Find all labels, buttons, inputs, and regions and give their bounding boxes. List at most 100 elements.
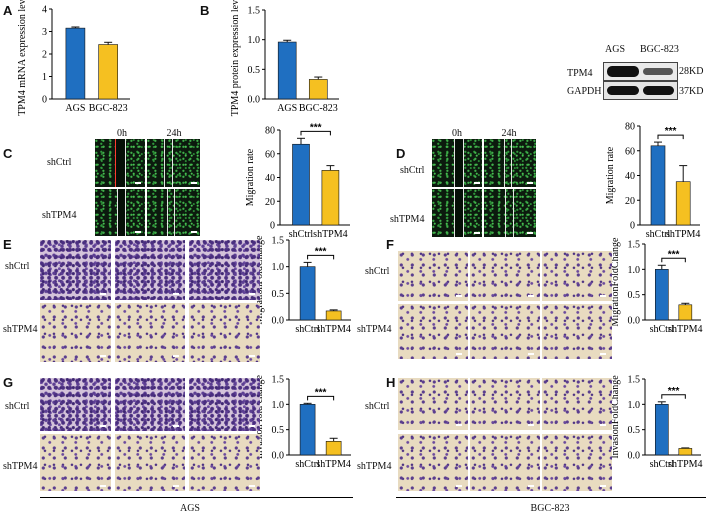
wb-col-bgc823: BGC-823 [640,44,679,55]
chart-e-tick-label: 0.0 [272,316,285,327]
chart-b-tick-label: 1.0 [248,35,261,46]
row-label-shtpm4-g: shTPM4 [3,461,38,472]
transwell-image [542,434,612,491]
chart-e-bar [325,310,342,321]
wound-image [147,189,200,236]
chart-h-bar [678,448,693,456]
chart-e-tick-label: 0.5 [272,289,285,300]
chart-d-tick-label: 20 [625,196,635,207]
transwell-image [40,303,111,362]
transwell-image [189,434,260,491]
chart-c-bar [321,170,340,226]
panel-label-e: E [3,237,12,252]
time-0h-d: 0h [452,128,462,139]
row-label-shtpm4-c: shTPM4 [42,210,77,221]
chart-f-bar [678,304,693,321]
chart-a-tick-label: 0 [42,95,47,106]
wb-band [607,66,639,77]
chart-h-tick-label: 0.5 [628,425,641,436]
chart-e-category-label: shTPM4 [316,324,350,335]
chart-h-ylabel: InvasionFoldChange [610,375,621,459]
transwell-image [398,304,468,359]
chart-b-category-label: AGS [277,103,297,114]
transwell-image [115,434,185,491]
chart-g-bar [325,441,342,456]
chart-c-category-label: shCtrl [289,229,314,240]
wb-size-gapdh: 37KD [679,86,704,97]
row-label-shtpm4-e: shTPM4 [3,324,38,335]
transwell-image [398,378,468,430]
chart-a-ylabel: TPM4 mRNA expression level [17,0,28,116]
chart-f-category-label: shCtrl [650,324,675,335]
wb-band [643,86,674,95]
time-24h-c: 24h [166,128,182,139]
row-label-shctrl-h: shCtrl [365,401,390,412]
wb-size-tpm4: 28KD [679,66,704,77]
chart-d-tick-label: 80 [625,122,635,133]
chart-e-tick-label: 1.0 [272,262,285,273]
transwell-image [40,378,111,431]
wound-image [95,139,145,187]
chart-h-category-label: shTPM4 [668,459,702,470]
transwell-image [398,434,468,491]
chart-d-tick-label: 40 [625,171,635,182]
wb-row-tpm4: TPM4 [567,68,593,79]
chart-d-bar [650,145,666,226]
chart-f-ylabel: MigrationFoldChange [610,237,621,326]
transwell-image [542,251,612,301]
transwell-image [115,240,185,300]
chart-h-significance-bracket [661,394,686,399]
panel-label-b: B [200,3,210,18]
chart-d-category-label: shTPM4 [666,229,700,240]
wb-row-gapdh: GAPDH [567,86,602,97]
chart-c-bar [292,143,310,226]
chart-h-tick-label: 0.0 [628,451,641,462]
chart-e-bar [299,266,316,321]
wb-band [643,68,673,75]
chart-b-category-label: BGC-823 [299,103,338,114]
chart-h-tick-label: 1.5 [628,375,641,386]
transwell-image [115,378,185,431]
chart-b-tick-label: 0.5 [248,65,261,76]
chart-f-tick-label: 1.5 [628,240,641,251]
panel-label-c: C [3,146,13,161]
chart-a-tick-label: 2 [42,50,47,61]
chart-e-significance-label: *** [315,246,327,257]
row-label-shctrl-c: shCtrl [47,157,72,168]
row-label-shctrl-e: shCtrl [5,261,30,272]
chart-d-tick-label: 0 [630,221,635,232]
transwell-image [398,251,468,301]
transwell-image [189,240,260,300]
chart-g-tick-label: 1.0 [272,400,285,411]
chart-c-tick-label: 0 [270,221,275,232]
row-label-shctrl-g: shCtrl [5,401,30,412]
chart-a-bar [98,44,118,100]
wb-blot-tpm4 [603,62,678,81]
row-label-shtpm4-h: shTPM4 [357,461,392,472]
chart-g-bar [299,404,316,456]
chart-g-significance-label: *** [315,387,327,398]
row-label-shctrl-f: shCtrl [365,266,390,277]
chart-f-significance-label: *** [668,249,680,260]
chart-f-tick-label: 0.0 [628,316,641,327]
chart-f-bar [654,269,669,321]
chart-c-significance-label: *** [310,122,322,133]
chart-c-tick-label: 80 [265,126,275,137]
panel-label-g: G [3,375,14,390]
wound-image [432,139,482,187]
chart-h-tick-label: 1.0 [628,400,641,411]
chart-h-category-label: shCtrl [650,459,675,470]
chart-a-category-label: AGS [65,103,85,114]
chart-d-significance-bracket [657,134,684,140]
transwell-image [115,303,185,362]
chart-d-ylabel: Migration rate [605,146,616,204]
chart-g-significance-bracket [307,395,335,401]
chart-d-tick-label: 60 [625,146,635,157]
chart-g-tick-label: 0.0 [272,451,285,462]
transwell-image [470,251,540,301]
time-0h-c: 0h [117,128,127,139]
chart-d-category-label: shCtrl [646,229,671,240]
chart-g-tick-label: 1.5 [272,375,285,386]
transwell-image [189,303,260,362]
